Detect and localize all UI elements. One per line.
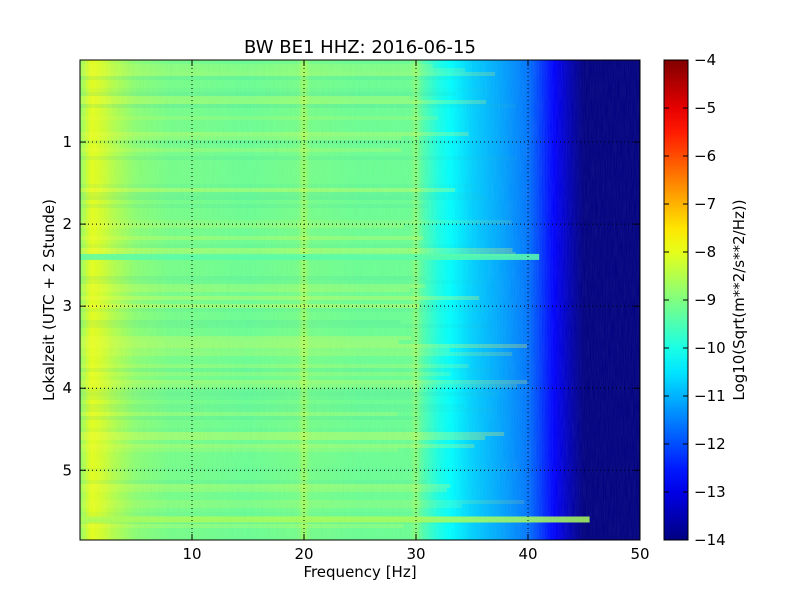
colorbar-tick-label: −7	[694, 195, 716, 213]
colorbar-tick-label: −5	[694, 99, 716, 117]
colorbar-tick-label: −4	[694, 51, 716, 69]
x-axis-label: Frequency [Hz]	[303, 563, 416, 581]
y-tick-label: 1	[62, 133, 72, 151]
colorbar-tick-label: −8	[694, 243, 716, 261]
colorbar-tick-label: −14	[694, 531, 726, 549]
colorbar-tick-label: −11	[694, 387, 726, 405]
colorbar-tick-label: −6	[694, 147, 716, 165]
colorbar-label: Log10(Sqrt(m**2/s**2/Hz))	[730, 199, 748, 400]
x-tick-label: 30	[406, 545, 425, 563]
y-tick-label: 4	[62, 379, 72, 397]
y-tick-label: 5	[62, 461, 72, 479]
colorbar-tick-label: −9	[694, 291, 716, 309]
x-tick-label: 50	[630, 545, 649, 563]
chart-title: BW BE1 HHZ: 2016-06-15	[244, 37, 476, 58]
x-tick-label: 10	[182, 545, 201, 563]
y-axis-ticks: 1 2 3 4 5	[62, 133, 640, 479]
plot-frame	[79, 59, 641, 541]
colorbar-ticks: −4 −5 −6 −7 −8 −9 −10 −11 −12 −13 −14	[664, 51, 726, 549]
colorbar-tick-label: −13	[694, 483, 726, 501]
heatmap-texture	[80, 60, 640, 540]
x-tick-label: 40	[518, 545, 537, 563]
colorbar-tick-label: −12	[694, 435, 726, 453]
y-axis-label: Lokalzeit (UTC + 2 Stunde)	[40, 199, 58, 401]
y-tick-label: 3	[62, 297, 72, 315]
plot-area	[80, 60, 640, 540]
grid-lines	[80, 60, 640, 540]
y-tick-label: 2	[62, 215, 72, 233]
x-tick-label: 20	[294, 545, 313, 563]
colorbar-tick-label: −10	[694, 339, 726, 357]
x-axis-ticks: 10 20 30 40 50	[182, 60, 650, 563]
